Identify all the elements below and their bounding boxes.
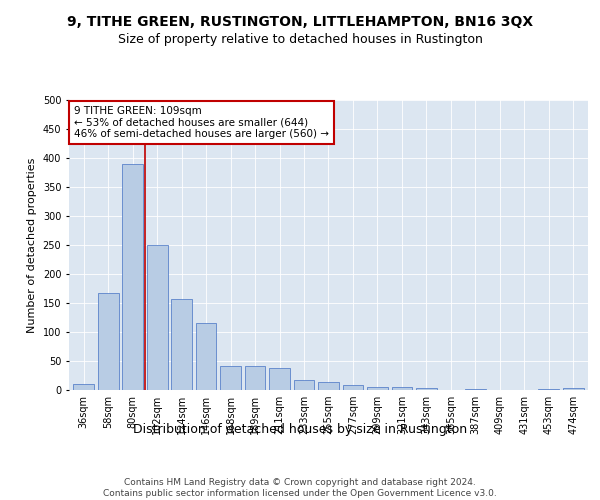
Text: 9, TITHE GREEN, RUSTINGTON, LITTLEHAMPTON, BN16 3QX: 9, TITHE GREEN, RUSTINGTON, LITTLEHAMPTO… <box>67 15 533 29</box>
Text: Distribution of detached houses by size in Rustington: Distribution of detached houses by size … <box>133 422 467 436</box>
Bar <box>98 293 119 390</box>
Bar <box>293 380 314 390</box>
Bar <box>73 384 94 390</box>
Bar <box>220 366 241 390</box>
Bar <box>392 387 412 390</box>
Text: Contains HM Land Registry data © Crown copyright and database right 2024.
Contai: Contains HM Land Registry data © Crown c… <box>103 478 497 498</box>
Bar <box>269 368 290 390</box>
Y-axis label: Number of detached properties: Number of detached properties <box>27 158 37 332</box>
Bar <box>563 388 584 390</box>
Bar <box>245 366 265 390</box>
Text: Size of property relative to detached houses in Rustington: Size of property relative to detached ho… <box>118 32 482 46</box>
Bar <box>122 164 143 390</box>
Bar <box>171 299 192 390</box>
Bar <box>465 389 486 390</box>
Bar <box>367 386 388 390</box>
Bar <box>416 388 437 390</box>
Bar <box>147 245 167 390</box>
Bar <box>318 382 339 390</box>
Bar <box>196 324 217 390</box>
Text: 9 TITHE GREEN: 109sqm
← 53% of detached houses are smaller (644)
46% of semi-det: 9 TITHE GREEN: 109sqm ← 53% of detached … <box>74 106 329 139</box>
Bar <box>343 386 364 390</box>
